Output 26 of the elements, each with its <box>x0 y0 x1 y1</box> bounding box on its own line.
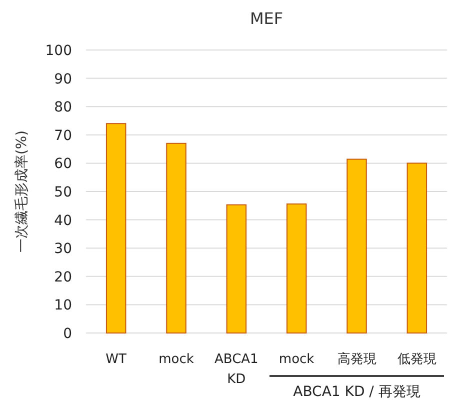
bar <box>166 142 186 334</box>
bar <box>406 162 428 334</box>
x-tick-label: 低発現 <box>397 352 436 367</box>
text: ABCA1 KD / 再発現 <box>293 384 420 400</box>
chart-title: MEF <box>250 9 284 28</box>
y-tick-label: 20 <box>54 269 72 286</box>
y-tick-label: 30 <box>54 241 72 258</box>
y-tick-label: 80 <box>54 100 72 116</box>
bar <box>346 158 367 334</box>
y-tick-label: 70 <box>54 128 72 144</box>
y-tick-label: 60 <box>54 156 72 172</box>
y-tick-label: 90 <box>54 71 72 88</box>
x-tick-label: ABCA1 KD <box>214 352 258 387</box>
y-tick-label: 100 <box>45 43 72 59</box>
x-tick-label: mock <box>158 352 194 367</box>
bar <box>286 203 307 334</box>
y-tick-label: 10 <box>54 298 72 314</box>
x-tick-label: mock <box>278 352 315 367</box>
x-tick-label: 高発現 <box>337 351 376 367</box>
y-tick-label: 40 <box>54 212 72 229</box>
bar <box>106 123 126 334</box>
y-axis-title: 一次繊毛形成率(%) <box>14 130 30 253</box>
y-tick-label: 50 <box>54 184 72 200</box>
y-tick-label: 0 <box>63 326 72 342</box>
x-tick-label: WT <box>106 352 127 367</box>
bar <box>226 204 247 334</box>
